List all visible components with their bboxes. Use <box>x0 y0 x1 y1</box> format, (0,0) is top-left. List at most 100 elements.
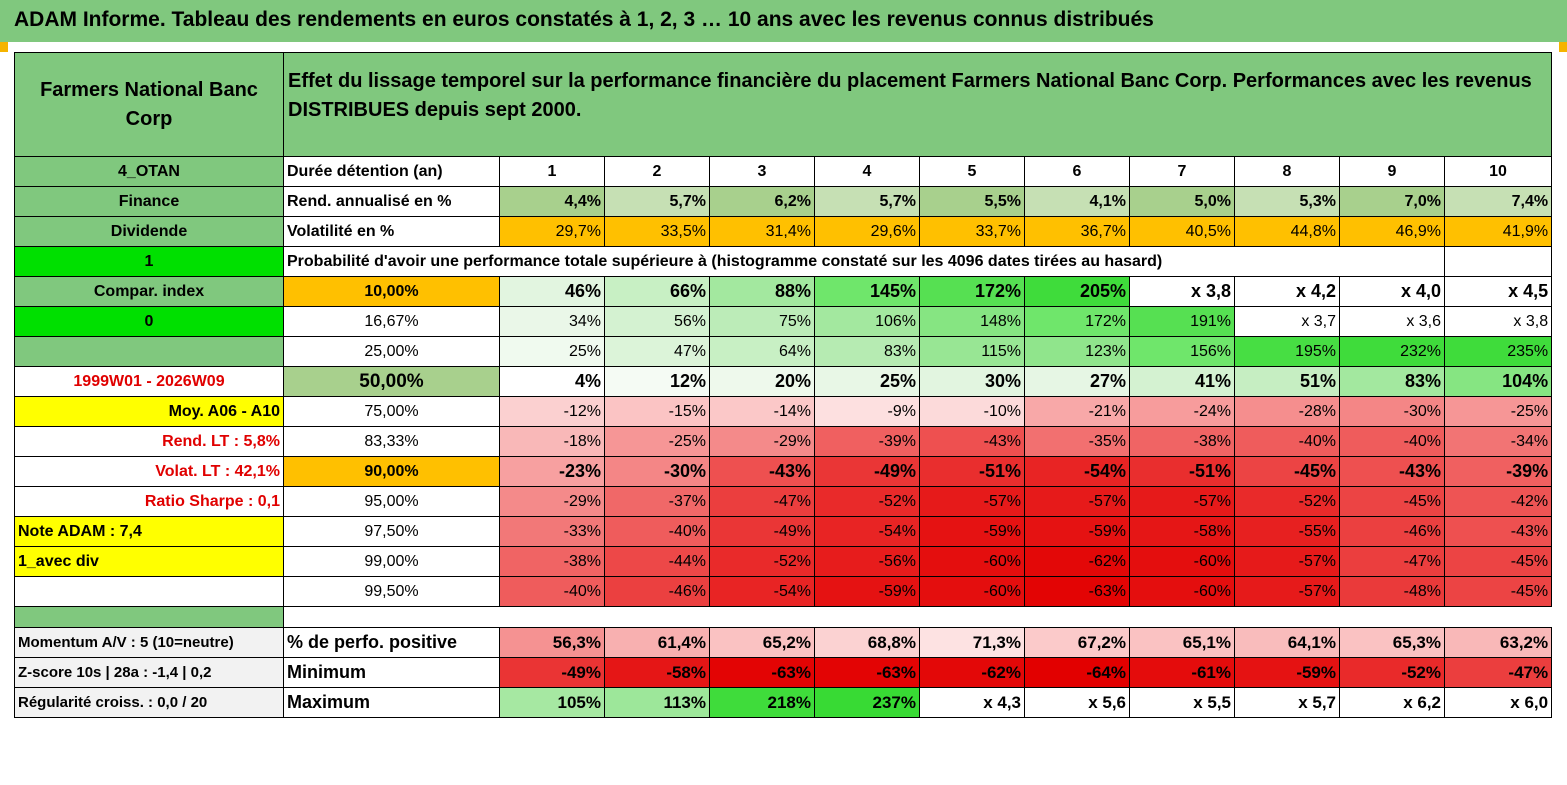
performance-cell: 20% <box>709 366 815 397</box>
annual-return-value: 7,0% <box>1339 186 1445 217</box>
performance-cell: 235% <box>1443 336 1553 367</box>
duration-value: 4 <box>814 156 920 187</box>
stat-value: 68,8% <box>814 627 920 658</box>
duration-value: 6 <box>1024 156 1130 187</box>
performance-cell: -46% <box>1339 516 1445 547</box>
performance-cell: -18% <box>499 426 605 457</box>
volatility-value: 33,5% <box>604 216 710 247</box>
stats-row: Momentum A/V : 5 (10=neutre)% de perfo. … <box>14 627 1553 658</box>
performance-cell: -15% <box>604 396 710 427</box>
performance-cell: -49% <box>814 456 920 487</box>
performance-cell: 191% <box>1129 306 1235 337</box>
performance-cell: -57% <box>919 486 1025 517</box>
annual-return-value: 4,1% <box>1024 186 1130 217</box>
performance-cell: -24% <box>1129 396 1235 427</box>
stat-value: x 6,0 <box>1443 687 1553 718</box>
annual-return-value: 5,7% <box>814 186 920 217</box>
stat-value: 113% <box>604 687 710 718</box>
performance-cell: 12% <box>604 366 710 397</box>
performance-cell: -29% <box>499 486 605 517</box>
duration-value: 8 <box>1234 156 1340 187</box>
performance-cell: 47% <box>604 336 710 367</box>
performance-cell: 195% <box>1234 336 1340 367</box>
performance-cell: -54% <box>814 516 920 547</box>
probability-row: 25,00% 25% 47% 64% 83% 115% 123% 156% 195% 232% 23… <box>14 336 1553 367</box>
performance-cell: -59% <box>919 516 1025 547</box>
volatility-value: 36,7% <box>1024 216 1130 247</box>
corner-marker <box>1559 42 1567 52</box>
performance-cell: -37% <box>604 486 710 517</box>
separator-row <box>14 606 1552 628</box>
stat-value: -58% <box>604 657 710 688</box>
performance-cell: -49% <box>709 516 815 547</box>
probability-row: 1_avec div 99,00% -38% -44% -52% -56% -60% -62%… <box>14 546 1553 577</box>
performance-cell: -38% <box>1129 426 1235 457</box>
probability-level: 99,50% <box>283 576 500 607</box>
performance-cell: -12% <box>499 396 605 427</box>
left-info-cell: 1_avec div <box>14 546 284 577</box>
performance-cell: -47% <box>709 486 815 517</box>
performance-cell: 75% <box>709 306 815 337</box>
probability-row: Moy. A06 - A10 75,00% -12% -15% -14% -9% -10% -… <box>14 396 1553 427</box>
annual-return-value: 5,7% <box>604 186 710 217</box>
performance-cell: x 4,2 <box>1234 276 1340 307</box>
performance-cell: 232% <box>1339 336 1445 367</box>
performance-cell: -40% <box>499 576 605 607</box>
probability-row: Note ADAM : 7,4 97,50% -33% -40% -49% -54% -59… <box>14 516 1553 547</box>
left-info-cell: Moy. A06 - A10 <box>14 396 284 427</box>
performance-cell: 145% <box>814 276 920 307</box>
performance-cell: x 4,0 <box>1339 276 1445 307</box>
duration-value: 3 <box>709 156 815 187</box>
duration-value: 9 <box>1339 156 1445 187</box>
left-info-cell <box>14 576 284 607</box>
performance-cell: -43% <box>1339 456 1445 487</box>
duration-value: 5 <box>919 156 1025 187</box>
annual-return-value: 4,4% <box>499 186 605 217</box>
stat-value: -49% <box>499 657 605 688</box>
performance-cell: x 3,7 <box>1234 306 1340 337</box>
performance-cell: x 3,8 <box>1129 276 1235 307</box>
performance-cell: -39% <box>814 426 920 457</box>
probability-level: 95,00% <box>283 486 500 517</box>
performance-cell: -10% <box>919 396 1025 427</box>
probability-row: Volat. LT : 42,1% 90,00% -23% -30% -43% -49% -… <box>14 456 1553 487</box>
stat-value: -47% <box>1443 657 1553 688</box>
performance-cell: -51% <box>919 456 1025 487</box>
performance-cell: -34% <box>1443 426 1553 457</box>
duration-value: 7 <box>1129 156 1235 187</box>
probability-row: Compar. index 10,00% 46% 66% 88% 145% 172% 205%… <box>14 276 1553 307</box>
empty-cell <box>1443 246 1553 277</box>
sector-cell: Finance <box>14 186 284 217</box>
performance-cell: -39% <box>1443 456 1553 487</box>
probability-row: Rend. LT : 5,8% 83,33% -18% -25% -29% -39% -43… <box>14 426 1553 457</box>
performance-cell: -33% <box>499 516 605 547</box>
stat-value: x 5,7 <box>1234 687 1340 718</box>
stat-info-cell: Z-score 10s | 28a : -1,4 | 0,2 <box>14 657 284 688</box>
performance-cell: -48% <box>1339 576 1445 607</box>
returns-table: Farmers National Banc Corp Effet du liss… <box>14 52 1553 718</box>
left-info-cell: Note ADAM : 7,4 <box>14 516 284 547</box>
volatility-value: 29,7% <box>499 216 605 247</box>
volatility-value: 41,9% <box>1443 216 1553 247</box>
vol-label: Volatilité en % <box>283 216 500 247</box>
performance-cell: -30% <box>1339 396 1445 427</box>
probability-row: 1999W01 - 2026W09 50,00% 4% 12% 20% 25% 30% 27%… <box>14 366 1553 397</box>
volatility-value: 33,7% <box>919 216 1025 247</box>
performance-cell: 83% <box>1339 366 1445 397</box>
stat-label: Maximum <box>283 687 500 718</box>
performance-cell: -57% <box>1024 486 1130 517</box>
stats-row: Z-score 10s | 28a : -1,4 | 0,2 Minimum -49… <box>14 657 1553 688</box>
performance-cell: -45% <box>1339 486 1445 517</box>
performance-cell: -60% <box>1129 576 1235 607</box>
performance-cell: -14% <box>709 396 815 427</box>
performance-cell: -52% <box>814 486 920 517</box>
stat-value: 56,3% <box>499 627 605 658</box>
performance-cell: 25% <box>499 336 605 367</box>
performance-cell: -54% <box>1024 456 1130 487</box>
performance-cell: 83% <box>814 336 920 367</box>
probability-level: 10,00% <box>283 276 500 307</box>
type-cell: Dividende <box>14 216 284 247</box>
flag1-cell: 1 <box>14 246 284 277</box>
left-info-cell: Compar. index <box>14 276 284 307</box>
performance-cell: x 3,6 <box>1339 306 1445 337</box>
